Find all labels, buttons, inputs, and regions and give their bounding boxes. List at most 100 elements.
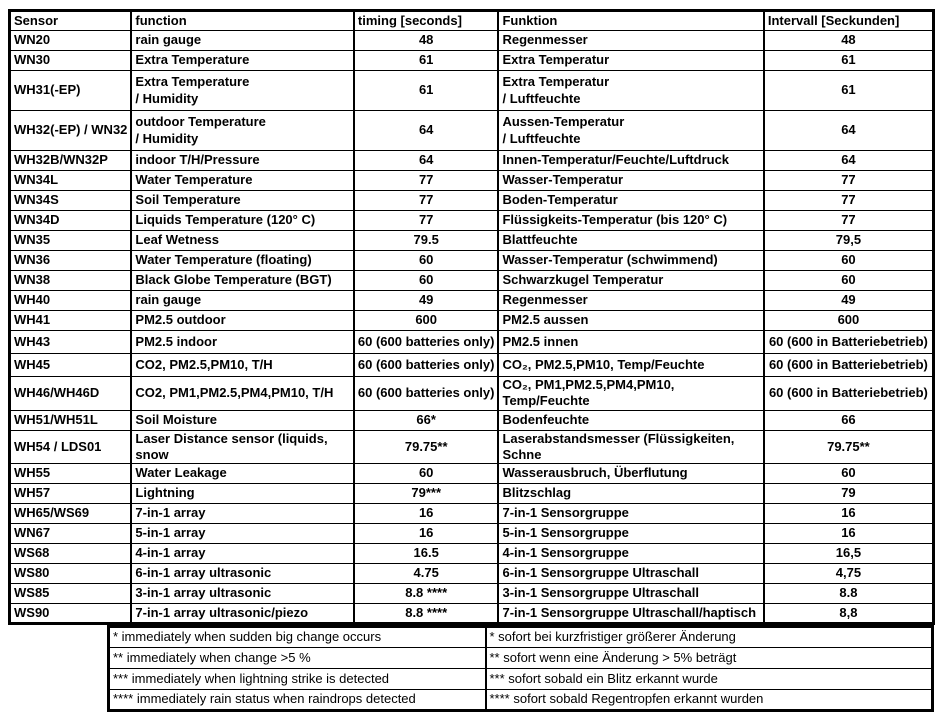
footnote-de-cell: ** sofort wenn eine Änderung > 5% beträg… bbox=[484, 647, 934, 669]
interval-de-cell: 48 bbox=[762, 30, 935, 51]
timing-en-cell: 48 bbox=[352, 30, 500, 51]
table-row: WN35 Leaf Wetness 79.5 Blattfeuchte 79,5 bbox=[8, 230, 935, 251]
sensor-cell: WH46/WH46D bbox=[8, 376, 133, 411]
function-de-cell: Blitzschlag bbox=[497, 483, 765, 504]
interval-de-cell: 16 bbox=[762, 523, 935, 544]
timing-en-cell: 49 bbox=[352, 290, 500, 311]
header-interval-de: Intervall [Seckunden] bbox=[762, 10, 935, 31]
function-de-cell: 7-in-1 Sensorgruppe Ultraschall/haptisch bbox=[497, 603, 765, 624]
function-en-cell: rain gauge bbox=[130, 30, 355, 51]
timing-en-cell: 77 bbox=[352, 190, 500, 211]
function-de-cell: CO₂, PM1,PM2.5,PM4,PM10, Temp/Feuchte bbox=[497, 376, 765, 411]
function-en-cell: 7-in-1 array ultrasonic/piezo bbox=[130, 603, 355, 624]
table-row: WN30 Extra Temperature 61 Extra Temperat… bbox=[8, 50, 935, 71]
sensor-cell: WN34L bbox=[8, 170, 133, 191]
interval-de-cell: 77 bbox=[762, 170, 935, 191]
function-en-cell: Laser Distance sensor (liquids, snow bbox=[130, 429, 355, 464]
timing-en-cell: 64 bbox=[352, 150, 500, 171]
interval-de-cell: 77 bbox=[762, 190, 935, 211]
table-row: WH46/WH46D CO2, PM1,PM2.5,PM4,PM10, T/H … bbox=[8, 376, 935, 411]
timing-en-cell: 79*** bbox=[352, 483, 500, 504]
sensor-cell: WN67 bbox=[8, 523, 133, 544]
table-row: WN34D Liquids Temperature (120° C) 77 Fl… bbox=[8, 210, 935, 231]
sensor-cell: WS68 bbox=[8, 543, 133, 564]
footnotes-body: * immediately when sudden big change occ… bbox=[107, 626, 934, 711]
function-de-cell: Wasserausbruch, Überflutung bbox=[497, 463, 765, 484]
sensor-cell: WH51/WH51L bbox=[8, 409, 133, 431]
timing-en-cell: 64 bbox=[352, 110, 500, 151]
sensor-cell: WH45 bbox=[8, 353, 133, 377]
sensor-cell: WN20 bbox=[8, 30, 133, 51]
function-en-cell: Lightning bbox=[130, 483, 355, 504]
sensor-cell: WH65/WS69 bbox=[8, 503, 133, 524]
function-de-cell: Wasser-Temperatur (schwimmend) bbox=[497, 250, 765, 271]
timing-en-cell: 66* bbox=[352, 409, 500, 431]
sensor-cell: WH41 bbox=[8, 310, 133, 331]
function-de-cell: Schwarzkugel Temperatur bbox=[497, 270, 765, 291]
function-en-cell: rain gauge bbox=[130, 290, 355, 311]
interval-de-cell: 4,75 bbox=[762, 563, 935, 584]
interval-de-cell: 16 bbox=[762, 503, 935, 524]
sensor-cell: WH57 bbox=[8, 483, 133, 504]
function-de-cell: 4-in-1 Sensorgruppe bbox=[497, 543, 765, 564]
function-de-cell: Blattfeuchte bbox=[497, 230, 765, 251]
interval-de-cell: 64 bbox=[762, 110, 935, 151]
interval-de-cell: 60 bbox=[762, 250, 935, 271]
table-row: WS90 7-in-1 array ultrasonic/piezo 8.8 *… bbox=[8, 603, 935, 624]
interval-de-cell: 60 (600 in Batteriebetrieb) bbox=[762, 330, 935, 354]
function-de-cell: 7-in-1 Sensorgruppe bbox=[497, 503, 765, 524]
function-de-cell: PM2.5 innen bbox=[497, 330, 765, 354]
timing-en-cell: 60 bbox=[352, 250, 500, 271]
interval-de-cell: 64 bbox=[762, 150, 935, 171]
sensor-cell: WN30 bbox=[8, 50, 133, 71]
function-de-cell: 3-in-1 Sensorgruppe Ultraschall bbox=[497, 583, 765, 604]
interval-de-cell: 61 bbox=[762, 70, 935, 111]
function-de-cell: Innen-Temperatur/Feuchte/Luftdruck bbox=[497, 150, 765, 171]
sensor-cell: WH32B/WN32P bbox=[8, 150, 133, 171]
interval-de-cell: 60 bbox=[762, 270, 935, 291]
interval-de-cell: 79.75** bbox=[762, 429, 935, 464]
function-en-cell: 4-in-1 array bbox=[130, 543, 355, 564]
interval-de-cell: 79 bbox=[762, 483, 935, 504]
timing-en-cell: 60 (600 batteries only) bbox=[352, 330, 500, 354]
footnote-row: **** immediately rain status when raindr… bbox=[107, 689, 934, 711]
function-de-cell: Regenmesser bbox=[497, 290, 765, 311]
table-row: WH65/WS69 7-in-1 array 16 7-in-1 Sensorg… bbox=[8, 503, 935, 524]
function-de-cell: Laserabstandsmesser (Flüssigkeiten, Schn… bbox=[497, 429, 765, 464]
timing-en-cell: 16 bbox=[352, 503, 500, 524]
function-en-cell: Water Leakage bbox=[130, 463, 355, 484]
sensor-cell: WH54 / LDS01 bbox=[8, 429, 133, 464]
function-en-cell: 5-in-1 array bbox=[130, 523, 355, 544]
function-de-cell: Wasser-Temperatur bbox=[497, 170, 765, 191]
timing-en-cell: 600 bbox=[352, 310, 500, 331]
function-de-cell: Extra Temperatur / Luftfeuchte bbox=[497, 70, 765, 111]
timing-en-cell: 8.8 **** bbox=[352, 583, 500, 604]
table-row: WN34L Water Temperature 77 Wasser-Temper… bbox=[8, 170, 935, 191]
timing-en-cell: 61 bbox=[352, 50, 500, 71]
sensor-timing-table: Sensor function timing [seconds] Funktio… bbox=[8, 9, 935, 625]
sensor-cell: WH55 bbox=[8, 463, 133, 484]
function-de-cell: PM2.5 aussen bbox=[497, 310, 765, 331]
timing-en-cell: 60 bbox=[352, 270, 500, 291]
footnote-en-cell: ** immediately when change >5 % bbox=[107, 647, 487, 669]
timing-en-cell: 60 bbox=[352, 463, 500, 484]
sensor-cell: WS90 bbox=[8, 603, 133, 624]
function-en-cell: CO2, PM1,PM2.5,PM4,PM10, T/H bbox=[130, 376, 355, 411]
sensor-cell: WN35 bbox=[8, 230, 133, 251]
table-row: WH43 PM2.5 indoor 60 (600 batteries only… bbox=[8, 330, 935, 354]
table-row: WH51/WH51L Soil Moisture 66* Bodenfeucht… bbox=[8, 409, 935, 431]
sensor-cell: WN34S bbox=[8, 190, 133, 211]
function-en-cell: Soil Temperature bbox=[130, 190, 355, 211]
function-en-cell: Water Temperature bbox=[130, 170, 355, 191]
sensor-cell: WH31(-EP) bbox=[8, 70, 133, 111]
function-en-cell: PM2.5 outdoor bbox=[130, 310, 355, 331]
function-de-cell: Extra Temperatur bbox=[497, 50, 765, 71]
footnote-en-cell: * immediately when sudden big change occ… bbox=[107, 626, 487, 648]
table-row: WN67 5-in-1 array 16 5-in-1 Sensorgruppe… bbox=[8, 523, 935, 544]
function-en-cell: 6-in-1 array ultrasonic bbox=[130, 563, 355, 584]
table-row: WN20 rain gauge 48 Regenmesser 48 bbox=[8, 30, 935, 51]
function-en-cell: Black Globe Temperature (BGT) bbox=[130, 270, 355, 291]
function-de-cell: Boden-Temperatur bbox=[497, 190, 765, 211]
sensor-cell: WN38 bbox=[8, 270, 133, 291]
footnote-en-cell: *** immediately when lightning strike is… bbox=[107, 668, 487, 690]
